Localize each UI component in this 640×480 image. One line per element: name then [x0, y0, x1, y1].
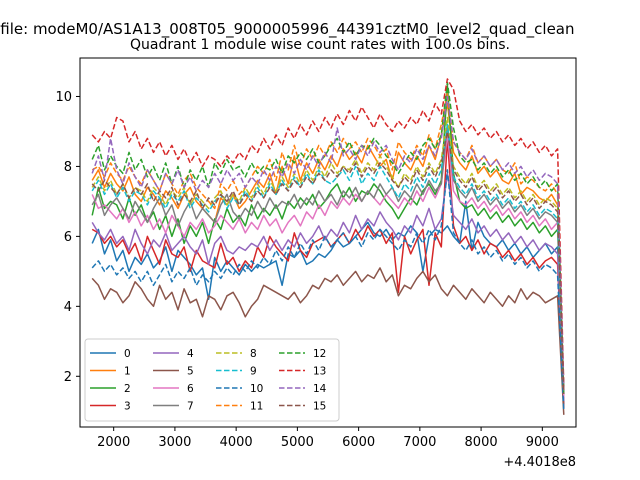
legend-label-15: 15 — [313, 401, 326, 413]
y-tick-label: 4 — [64, 300, 72, 315]
series-line-15 — [91, 130, 565, 394]
x-tick-label: 7000 — [403, 435, 436, 450]
x-tick-label: 3000 — [158, 435, 191, 450]
y-tick-label: 6 — [64, 230, 72, 245]
x-tick-label: 9000 — [526, 435, 559, 450]
x-tick-label: 5000 — [281, 435, 314, 450]
legend-label-11: 11 — [250, 401, 263, 413]
legend-label-13: 13 — [313, 366, 326, 378]
plot-area — [91, 78, 565, 415]
legend-label-12: 12 — [313, 348, 326, 360]
series-line-6 — [91, 134, 565, 398]
x-tick-label: 4000 — [220, 435, 253, 450]
figure-header: n file: modeM0/AS1A13_008T05_9000005996_… — [0, 0, 640, 53]
x-offset-label: +4.4018e8 — [503, 455, 576, 470]
series-line-10 — [91, 169, 565, 412]
legend-label-14: 14 — [313, 383, 327, 395]
chart-title: Quadrant 1 module wise count rates with … — [130, 37, 510, 53]
series-line-13 — [91, 78, 565, 387]
series-line-0 — [91, 200, 565, 405]
legend-label-1: 1 — [124, 366, 131, 378]
legend-label-6: 6 — [187, 383, 194, 395]
legend-label-0: 0 — [124, 348, 131, 360]
series-line-12 — [91, 81, 565, 394]
x-tick-label: 2000 — [97, 435, 130, 450]
y-tick-label: 2 — [64, 370, 72, 385]
legend-box — [84, 338, 340, 422]
x-tick-label: 8000 — [465, 435, 498, 450]
series-line-7 — [91, 123, 565, 394]
legend-label-10: 10 — [250, 383, 263, 395]
legend-label-2: 2 — [124, 383, 131, 395]
series-line-14 — [91, 95, 565, 391]
legend-label-4: 4 — [187, 348, 194, 360]
series-line-5 — [91, 267, 565, 415]
series-line-4 — [91, 172, 565, 401]
y-tick-label: 10 — [55, 90, 72, 105]
legend-label-3: 3 — [124, 401, 131, 413]
legend-label-5: 5 — [187, 366, 194, 378]
figure-suptitle: n file: modeM0/AS1A13_008T05_9000005996_… — [0, 20, 575, 38]
x-tick-label: 6000 — [342, 435, 375, 450]
axes-frame — [79, 57, 577, 428]
legend-label-9: 9 — [250, 366, 257, 378]
series-line-9 — [91, 123, 565, 394]
legend-label-8: 8 — [250, 348, 257, 360]
y-tick-label: 8 — [64, 160, 72, 175]
legend-label-7: 7 — [187, 401, 194, 413]
series-line-2 — [91, 85, 565, 398]
series-line-8 — [91, 116, 565, 391]
